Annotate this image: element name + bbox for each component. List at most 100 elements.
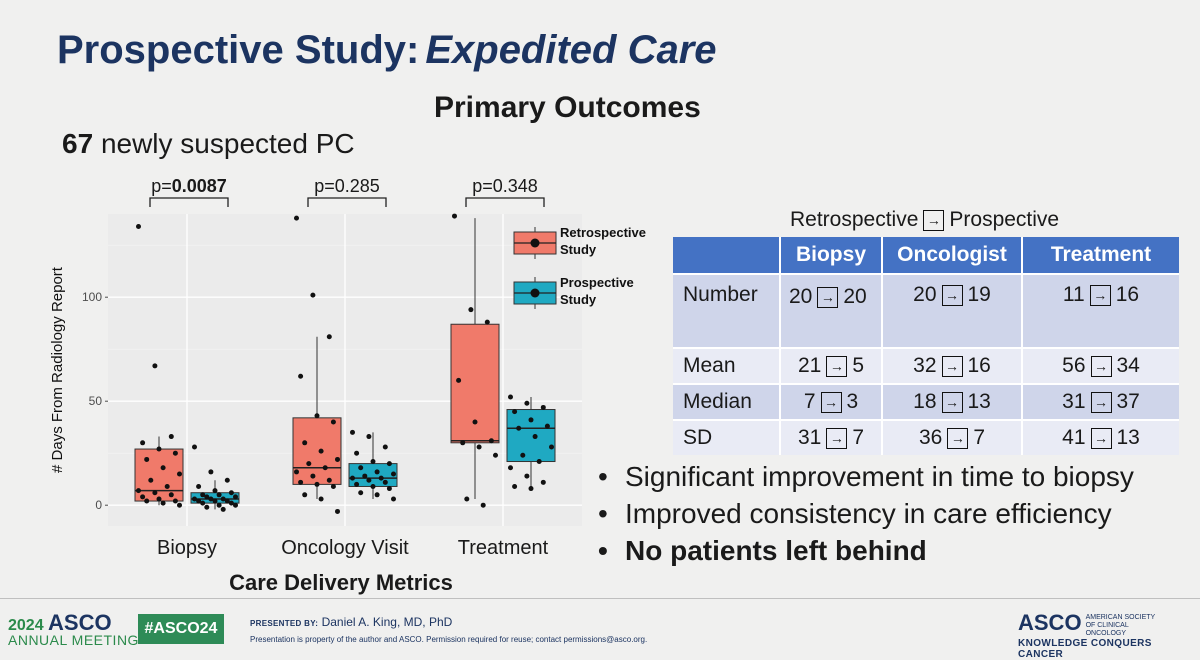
slide-title: Prospective Study: Expedited Care [57, 28, 717, 73]
stats-header-blank [673, 237, 779, 273]
retrospective-value: 18 [913, 390, 937, 413]
stats-cell-value: 20 → 19 [913, 283, 991, 307]
data-point [310, 292, 316, 298]
data-point [366, 434, 372, 440]
data-point [330, 419, 336, 425]
x-tick-label: Treatment [458, 537, 549, 559]
data-point [216, 492, 222, 498]
finding-item: Improved consistency in care efficiency [598, 495, 1134, 532]
data-point [220, 506, 226, 512]
data-point [200, 500, 206, 506]
data-point [508, 394, 513, 400]
p-value-number: 0.0087 [172, 176, 227, 196]
p-value-label: p=0.348 [472, 176, 538, 196]
arrow-right-icon: → [1089, 284, 1111, 306]
data-point [314, 481, 320, 487]
prospective-value: 37 [1116, 390, 1140, 413]
arrow-right-icon: → [1090, 391, 1112, 413]
data-point [456, 377, 462, 383]
retrospective-value: 31 [797, 426, 822, 449]
data-point [208, 496, 214, 502]
legend-dot [530, 238, 540, 248]
stats-cell-value: 18 → 13 [913, 390, 991, 414]
p-value-label: p=0.0087 [151, 176, 227, 196]
x-tick-label: Biopsy [157, 537, 217, 559]
legend-label-line: Prospective [560, 275, 634, 290]
data-point [144, 498, 150, 504]
data-point [536, 459, 542, 465]
data-point [228, 490, 234, 496]
data-point [306, 461, 312, 467]
stats-row-label: SD [673, 419, 779, 455]
prospective-value: 5 [852, 354, 865, 377]
data-point [294, 469, 299, 475]
p-value-number: 0.348 [493, 176, 538, 196]
key-findings-list: Significant improvement in time to biops… [598, 458, 1134, 569]
arrow-right-icon: → [923, 209, 945, 231]
finding-item: Significant improvement in time to biops… [598, 458, 1134, 495]
hashtag-badge: #ASCO24 [138, 614, 224, 644]
prospective-value: 16 [967, 354, 991, 377]
data-point [326, 334, 332, 340]
stats-cell-value: 56 → 34 [1062, 354, 1140, 378]
arrow-right-icon: → [941, 391, 963, 413]
stats-row-label: Median [673, 383, 779, 419]
data-point [524, 473, 530, 479]
data-point [524, 400, 530, 406]
data-point [172, 498, 178, 504]
data-point [322, 465, 328, 471]
stats-header-oncologist: Oncologist [881, 237, 1021, 273]
data-point [540, 404, 546, 410]
meeting-brand: ASCO [48, 610, 112, 635]
stats-cell-value: 32 → 16 [913, 354, 991, 378]
data-point [493, 452, 498, 458]
meeting-name: ANNUAL MEETING [8, 632, 139, 648]
data-point [208, 469, 214, 475]
arrow-right-icon: → [826, 355, 848, 377]
asco-logo-text: ASCO [1018, 610, 1082, 635]
p-value-prefix: p= [314, 176, 335, 196]
data-point [354, 450, 360, 456]
box-retrospective [450, 323, 500, 444]
retrospective-value: 21 [797, 354, 822, 377]
stats-cell: 41 → 13 [1021, 419, 1179, 455]
retrospective-value: 41 [1062, 426, 1086, 449]
retrospective-value: 56 [1062, 354, 1086, 377]
p-value-prefix: p= [151, 176, 172, 196]
arrow-right-icon: → [817, 286, 839, 308]
data-point [464, 496, 470, 502]
table-caption: Retrospective → Prospective [790, 208, 1059, 232]
data-point [472, 419, 478, 425]
data-point [549, 444, 554, 450]
arrow-right-icon: → [820, 391, 842, 413]
data-point [540, 479, 546, 485]
x-tick-label: Oncology Visit [281, 537, 409, 559]
arrow-right-icon: → [826, 427, 848, 449]
data-point [196, 483, 202, 489]
y-tick-label: 100 [82, 290, 102, 304]
retrospective-value: 7 [803, 390, 816, 413]
data-point [136, 223, 141, 229]
stats-cell: 31 → 37 [1021, 383, 1179, 419]
data-point [200, 492, 206, 498]
data-point [192, 444, 197, 450]
data-point [374, 469, 380, 475]
arrow-right-icon: → [941, 284, 963, 306]
data-point [144, 456, 150, 462]
data-point [354, 481, 360, 487]
presenter-name: Daniel A. King, MD, PhD [321, 615, 453, 629]
data-point [484, 319, 490, 325]
legend-label-line: Study [560, 292, 597, 307]
stats-row-mean: Mean 21 → 5 32 → 16 56 → 34 [673, 347, 1179, 383]
data-point [298, 373, 304, 379]
data-point [160, 500, 166, 506]
data-point [177, 471, 182, 477]
data-point [528, 417, 534, 423]
disclaimer: Presentation is property of the author a… [250, 635, 648, 644]
asco-logo: ASCO AMERICAN SOCIETY OF CLINICAL ONCOLOG… [1018, 610, 1200, 660]
legend-dot [530, 288, 540, 298]
prospective-value: 13 [1116, 426, 1140, 449]
prospective-value: 13 [967, 390, 991, 413]
stats-row-sd: SD 31 → 7 36 → 7 41 → 13 [673, 419, 1179, 455]
legend-label-line: Retrospective [560, 225, 646, 240]
